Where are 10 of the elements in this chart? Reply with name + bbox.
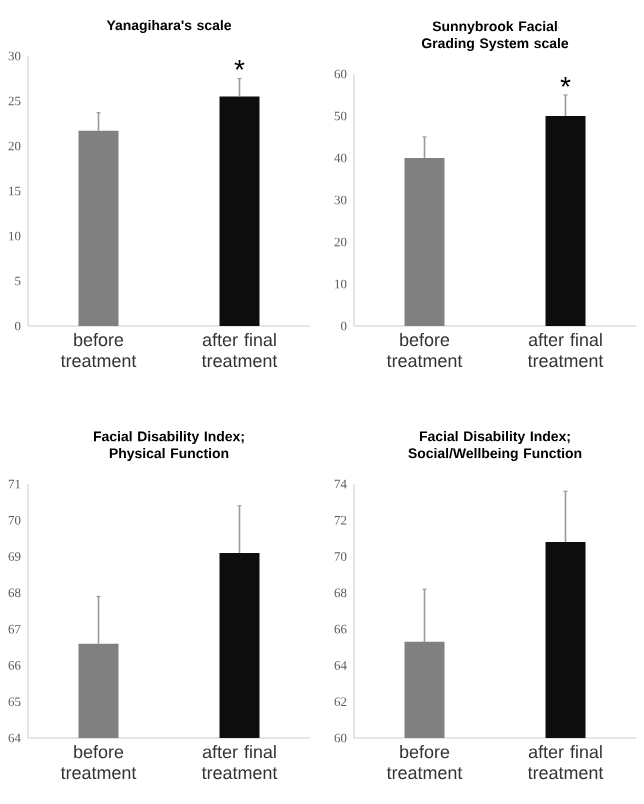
x-tick-label: after final treatment — [527, 333, 604, 368]
x-tick-label: before treatment — [386, 333, 463, 368]
x-tick-label: before treatment — [60, 745, 137, 780]
annotation: * — [560, 77, 571, 87]
x-tick-label: before treatment — [386, 745, 463, 780]
annotation: * — [234, 59, 245, 70]
x-tick-label: after final treatment — [527, 745, 604, 780]
x-tick-label: after final treatment — [201, 333, 278, 368]
x-tick-label: before treatment — [60, 333, 137, 368]
x-tick-label: after final treatment — [201, 745, 278, 780]
